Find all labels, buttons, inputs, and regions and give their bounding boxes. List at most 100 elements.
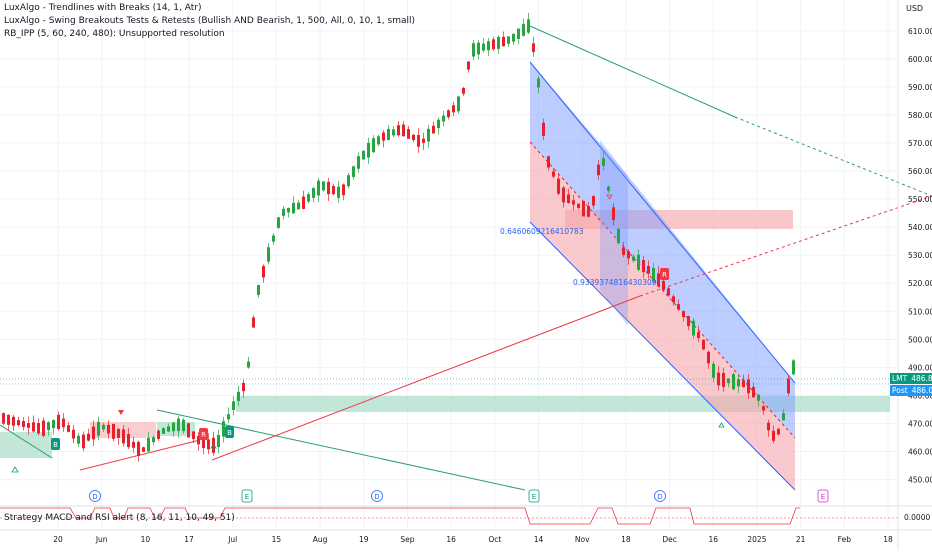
event-d-3[interactable]: D xyxy=(654,490,666,502)
candle-down xyxy=(777,428,780,435)
marker-r1[interactable]: R xyxy=(199,428,208,440)
price-axis[interactable]: 450.00460.00470.00480.00490.00500.00510.… xyxy=(908,27,932,485)
event-e-3[interactable]: E xyxy=(817,489,829,503)
legend-swing-breakouts[interactable]: LuxAlgo - Swing Breakouts Tests & Retest… xyxy=(4,16,416,26)
candle-down xyxy=(122,429,125,444)
time-tick-label: Jul xyxy=(227,535,237,544)
event-e-2[interactable]: E xyxy=(528,489,540,503)
event-d-1[interactable]: D xyxy=(89,490,101,502)
candle-down xyxy=(72,429,75,439)
candle-down xyxy=(12,416,15,426)
candle-down xyxy=(752,386,755,398)
price-tick-label: 560.00 xyxy=(908,167,932,176)
candle-down xyxy=(787,378,790,394)
candle-down xyxy=(742,380,745,387)
trendline-red-rising xyxy=(211,295,641,461)
candle-up xyxy=(372,138,375,153)
legend-trendlines[interactable]: LuxAlgo - Trendlines with Breaks (14, 1,… xyxy=(4,3,202,13)
candle-down xyxy=(17,420,20,426)
indicator-pane-label[interactable]: Strategy MACD and RSI alert (8, 16, 11, … xyxy=(4,513,235,523)
candle-down xyxy=(747,379,750,394)
candle-up xyxy=(292,202,295,214)
candle-up xyxy=(497,36,500,49)
price-tick-label: 470.00 xyxy=(908,419,932,428)
price-tick-label: 600.00 xyxy=(908,55,932,64)
candle-down xyxy=(107,424,110,434)
event-d-3-label: D xyxy=(657,493,662,501)
candle-up xyxy=(97,421,100,436)
candle-down xyxy=(702,339,705,350)
candle-up xyxy=(287,207,290,213)
channel-upper-line xyxy=(529,61,796,384)
price-tick-label: 610.00 xyxy=(908,27,932,36)
time-tick-label: Sep xyxy=(400,535,414,544)
candle-down xyxy=(187,423,190,438)
candle-down xyxy=(62,418,65,428)
candle-up xyxy=(727,378,730,383)
trendline-green-top-ext xyxy=(734,116,932,197)
time-tick-label: 17 xyxy=(184,535,194,544)
candle-down xyxy=(577,203,580,208)
candle-down xyxy=(22,421,25,428)
candle-up xyxy=(312,188,315,198)
candle-down xyxy=(87,433,90,441)
candle-up xyxy=(437,119,440,129)
candle-down xyxy=(642,259,645,273)
candle-up xyxy=(282,208,285,216)
candle-up xyxy=(227,414,230,420)
lmt-value: 486.86 xyxy=(909,373,932,384)
candle-up xyxy=(457,96,460,112)
bull-zone-jul xyxy=(157,422,195,436)
time-tick-label: Nov xyxy=(575,535,590,544)
legend-rb-ipp[interactable]: RB_IPP (5, 60, 240, 480): Unsupported re… xyxy=(4,29,225,39)
channel-lower-line xyxy=(529,221,796,491)
candle-down xyxy=(202,439,205,448)
event-e-1[interactable]: E xyxy=(241,489,253,503)
candle-down xyxy=(687,316,690,327)
candle-down xyxy=(722,372,725,387)
candle-up xyxy=(147,437,150,452)
candle-down xyxy=(242,382,245,392)
candle-up xyxy=(347,175,350,187)
candle-down xyxy=(557,178,560,194)
support-zone-left xyxy=(0,432,52,458)
candle-up xyxy=(237,391,240,401)
candle-down xyxy=(532,43,535,52)
marker-b2-label: B xyxy=(227,429,232,437)
candle-up xyxy=(217,435,220,448)
time-axis[interactable]: 20 Jun 10 17 Jul 15 Aug 19 Sep 16 Oct 14 Nov 18 Dec 16 2… xyxy=(53,535,893,544)
indicator-legend: LuxAlgo - Trendlines with Breaks (14, 1,… xyxy=(4,2,415,41)
marker-b1[interactable]: B xyxy=(51,438,60,450)
event-d-2-label: D xyxy=(374,493,379,501)
candle-up xyxy=(307,194,310,202)
candle-up xyxy=(47,422,50,431)
candle-down xyxy=(137,442,140,456)
marker-r1-label: R xyxy=(201,431,206,439)
event-e-3-label: E xyxy=(821,493,825,501)
candle-down xyxy=(412,134,415,141)
candle-down xyxy=(342,184,345,196)
candle-up xyxy=(782,413,785,421)
candle-down xyxy=(567,194,570,204)
triangle-up-1 xyxy=(11,466,19,473)
indicator-line xyxy=(0,507,800,525)
currency-label[interactable]: USD xyxy=(906,4,924,13)
marker-b2[interactable]: B xyxy=(225,426,234,438)
candle-down xyxy=(397,125,400,136)
candle-down xyxy=(562,187,565,203)
marker-r2[interactable]: R xyxy=(660,268,669,280)
candle-down xyxy=(592,196,595,206)
candle-up xyxy=(102,424,105,430)
candle-up xyxy=(377,136,380,145)
candle-down xyxy=(682,311,685,318)
event-d-2[interactable]: D xyxy=(371,490,383,502)
candle-down xyxy=(332,186,335,195)
candle-up xyxy=(527,19,530,33)
candle-down xyxy=(27,423,30,428)
time-tick-label: 2025 xyxy=(747,535,766,544)
candle-down xyxy=(2,413,5,424)
candle-up xyxy=(482,43,485,51)
candle-up xyxy=(477,42,480,55)
